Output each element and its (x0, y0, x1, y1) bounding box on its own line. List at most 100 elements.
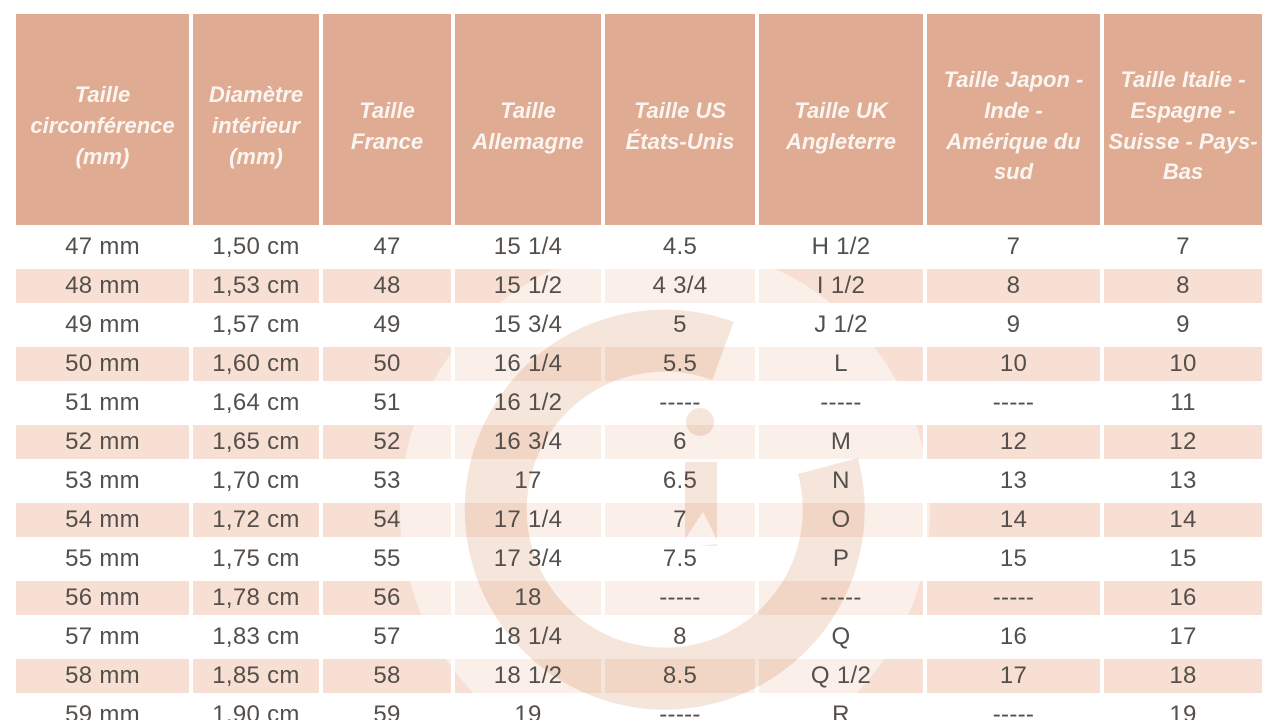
table-row: 51 mm 1,64 cm 51 16 1/2 ----- ----- ----- 11 (16, 386, 1262, 420)
table-cell-value: N (832, 467, 850, 494)
table-cell-value: ----- (659, 701, 701, 720)
column-header: Taille Japon - Inde - Amérique du sud (927, 14, 1100, 225)
table-cell: 14 (927, 503, 1100, 537)
table-cell: 6 (605, 425, 755, 459)
table-cell: 47 mm (16, 230, 189, 264)
column-header-label: Taille France (350, 97, 424, 154)
table-cell-value: 59 mm (65, 701, 140, 720)
table-cell: ----- (927, 698, 1100, 720)
table-cell-value: 49 mm (65, 311, 140, 338)
table-cell: 17 1/4 (455, 503, 601, 537)
table-cell-value: 1,90 cm (212, 701, 300, 720)
table-cell-value: 10 (1169, 350, 1197, 377)
table-cell: 17 (1104, 620, 1262, 654)
table-cell: 59 mm (16, 698, 189, 720)
column-header-label: Taille UK Angleterre (785, 97, 897, 154)
table-cell: 56 mm (16, 581, 189, 615)
table-cell-value: 55 (373, 545, 401, 572)
table-cell-value: 55 mm (65, 545, 140, 572)
table-cell: 17 (927, 659, 1100, 693)
table-cell: 1,70 cm (193, 464, 319, 498)
table-cell: 57 mm (16, 620, 189, 654)
table-cell: I 1/2 (759, 269, 923, 303)
table-cell: ----- (759, 581, 923, 615)
table-cell: N (759, 464, 923, 498)
table-cell-value: 1,57 cm (212, 311, 300, 338)
table-cell: 16 (1104, 581, 1262, 615)
table-cell: 5.5 (605, 347, 755, 381)
table-cell: 50 (323, 347, 451, 381)
table-cell: ----- (605, 698, 755, 720)
table-cell-value: 53 mm (65, 467, 140, 494)
column-header: Taille Allemagne (455, 14, 601, 225)
table-cell: 18 1/2 (455, 659, 601, 693)
table-cell-value: 48 mm (65, 272, 140, 299)
table-cell: 9 (927, 308, 1100, 342)
table-cell: P (759, 542, 923, 576)
table-cell-value: 56 mm (65, 584, 140, 611)
table-cell-value: 15 (1169, 545, 1197, 572)
table-cell: 53 (323, 464, 451, 498)
table-row: 50 mm 1,60 cm 50 16 1/4 5.5 L 10 10 (16, 347, 1262, 381)
table-row: 53 mm 1,70 cm 53 17 6.5 N 13 13 (16, 464, 1262, 498)
table-cell-value: M (830, 428, 852, 455)
table-cell: 59 (323, 698, 451, 720)
table-cell-value: Q 1/2 (810, 662, 872, 689)
table-cell-value: 8 (673, 623, 687, 650)
column-header: Taille UK Angleterre (759, 14, 923, 225)
column-header-label: Taille Italie - Espagne - Suisse - Pays-… (1108, 66, 1258, 185)
table-cell: 7 (1104, 230, 1262, 264)
table-cell-value: 13 (1169, 467, 1197, 494)
table-cell: 12 (1104, 425, 1262, 459)
column-header-label: Taille circonférence (mm) (30, 82, 175, 169)
table-cell-value: 14 (1169, 506, 1197, 533)
table-cell-value: 1,83 cm (212, 623, 300, 650)
table-cell-value: 4.5 (662, 233, 698, 260)
table-cell: 15 1/2 (455, 269, 601, 303)
column-header-label: Taille US États-Unis (625, 97, 735, 154)
table-cell: 50 mm (16, 347, 189, 381)
table-cell: 1,78 cm (193, 581, 319, 615)
table-cell-value: 16 (1169, 584, 1197, 611)
table-cell-value: 4 3/4 (652, 272, 708, 299)
table-cell: 7 (927, 230, 1100, 264)
table-cell: 19 (1104, 698, 1262, 720)
table-cell-value: 7 (1176, 233, 1190, 260)
table-cell-value: R (832, 701, 850, 720)
table-cell: 16 3/4 (455, 425, 601, 459)
table-cell: 48 mm (16, 269, 189, 303)
table-cell-value: 15 1/4 (493, 233, 563, 260)
table-cell-value: H 1/2 (811, 233, 871, 260)
table-cell-value: ----- (659, 389, 701, 416)
table-cell: 17 (455, 464, 601, 498)
table-cell: 8 (1104, 269, 1262, 303)
table-cell-value: ----- (992, 584, 1035, 611)
table-cell-value: 1,50 cm (212, 233, 300, 260)
table-cell-value: 16 1/4 (493, 350, 563, 377)
table-cell: 7.5 (605, 542, 755, 576)
table-cell: R (759, 698, 923, 720)
table-cell: 18 1/4 (455, 620, 601, 654)
table-cell-value: 48 (373, 272, 401, 299)
table-cell-value: 59 (373, 701, 401, 720)
table-row: 47 mm 1,50 cm 47 15 1/4 4.5 H 1/2 7 7 (16, 230, 1262, 264)
table-cell: 1,75 cm (193, 542, 319, 576)
table-row: 58 mm 1,85 cm 58 18 1/2 8.5 Q 1/2 17 18 (16, 659, 1262, 693)
table-cell: 11 (1104, 386, 1262, 420)
table-cell: 4.5 (605, 230, 755, 264)
table-cell: O (759, 503, 923, 537)
table-cell: 17 3/4 (455, 542, 601, 576)
table-cell-value: 52 (373, 428, 401, 455)
table-cell-value: 14 (999, 506, 1028, 533)
table-cell-value: 15 (999, 545, 1028, 572)
table-cell: 49 (323, 308, 451, 342)
table-cell-value: 17 3/4 (493, 545, 563, 572)
table-cell-value: 18 1/4 (493, 623, 563, 650)
table-cell: 58 (323, 659, 451, 693)
table-cell-value: 8 (1176, 272, 1190, 299)
table-cell: ----- (605, 386, 755, 420)
table-cell: 18 (1104, 659, 1262, 693)
table-cell-value: 50 mm (65, 350, 140, 377)
table-cell-value: 1,65 cm (212, 428, 300, 455)
table-cell: ----- (759, 386, 923, 420)
